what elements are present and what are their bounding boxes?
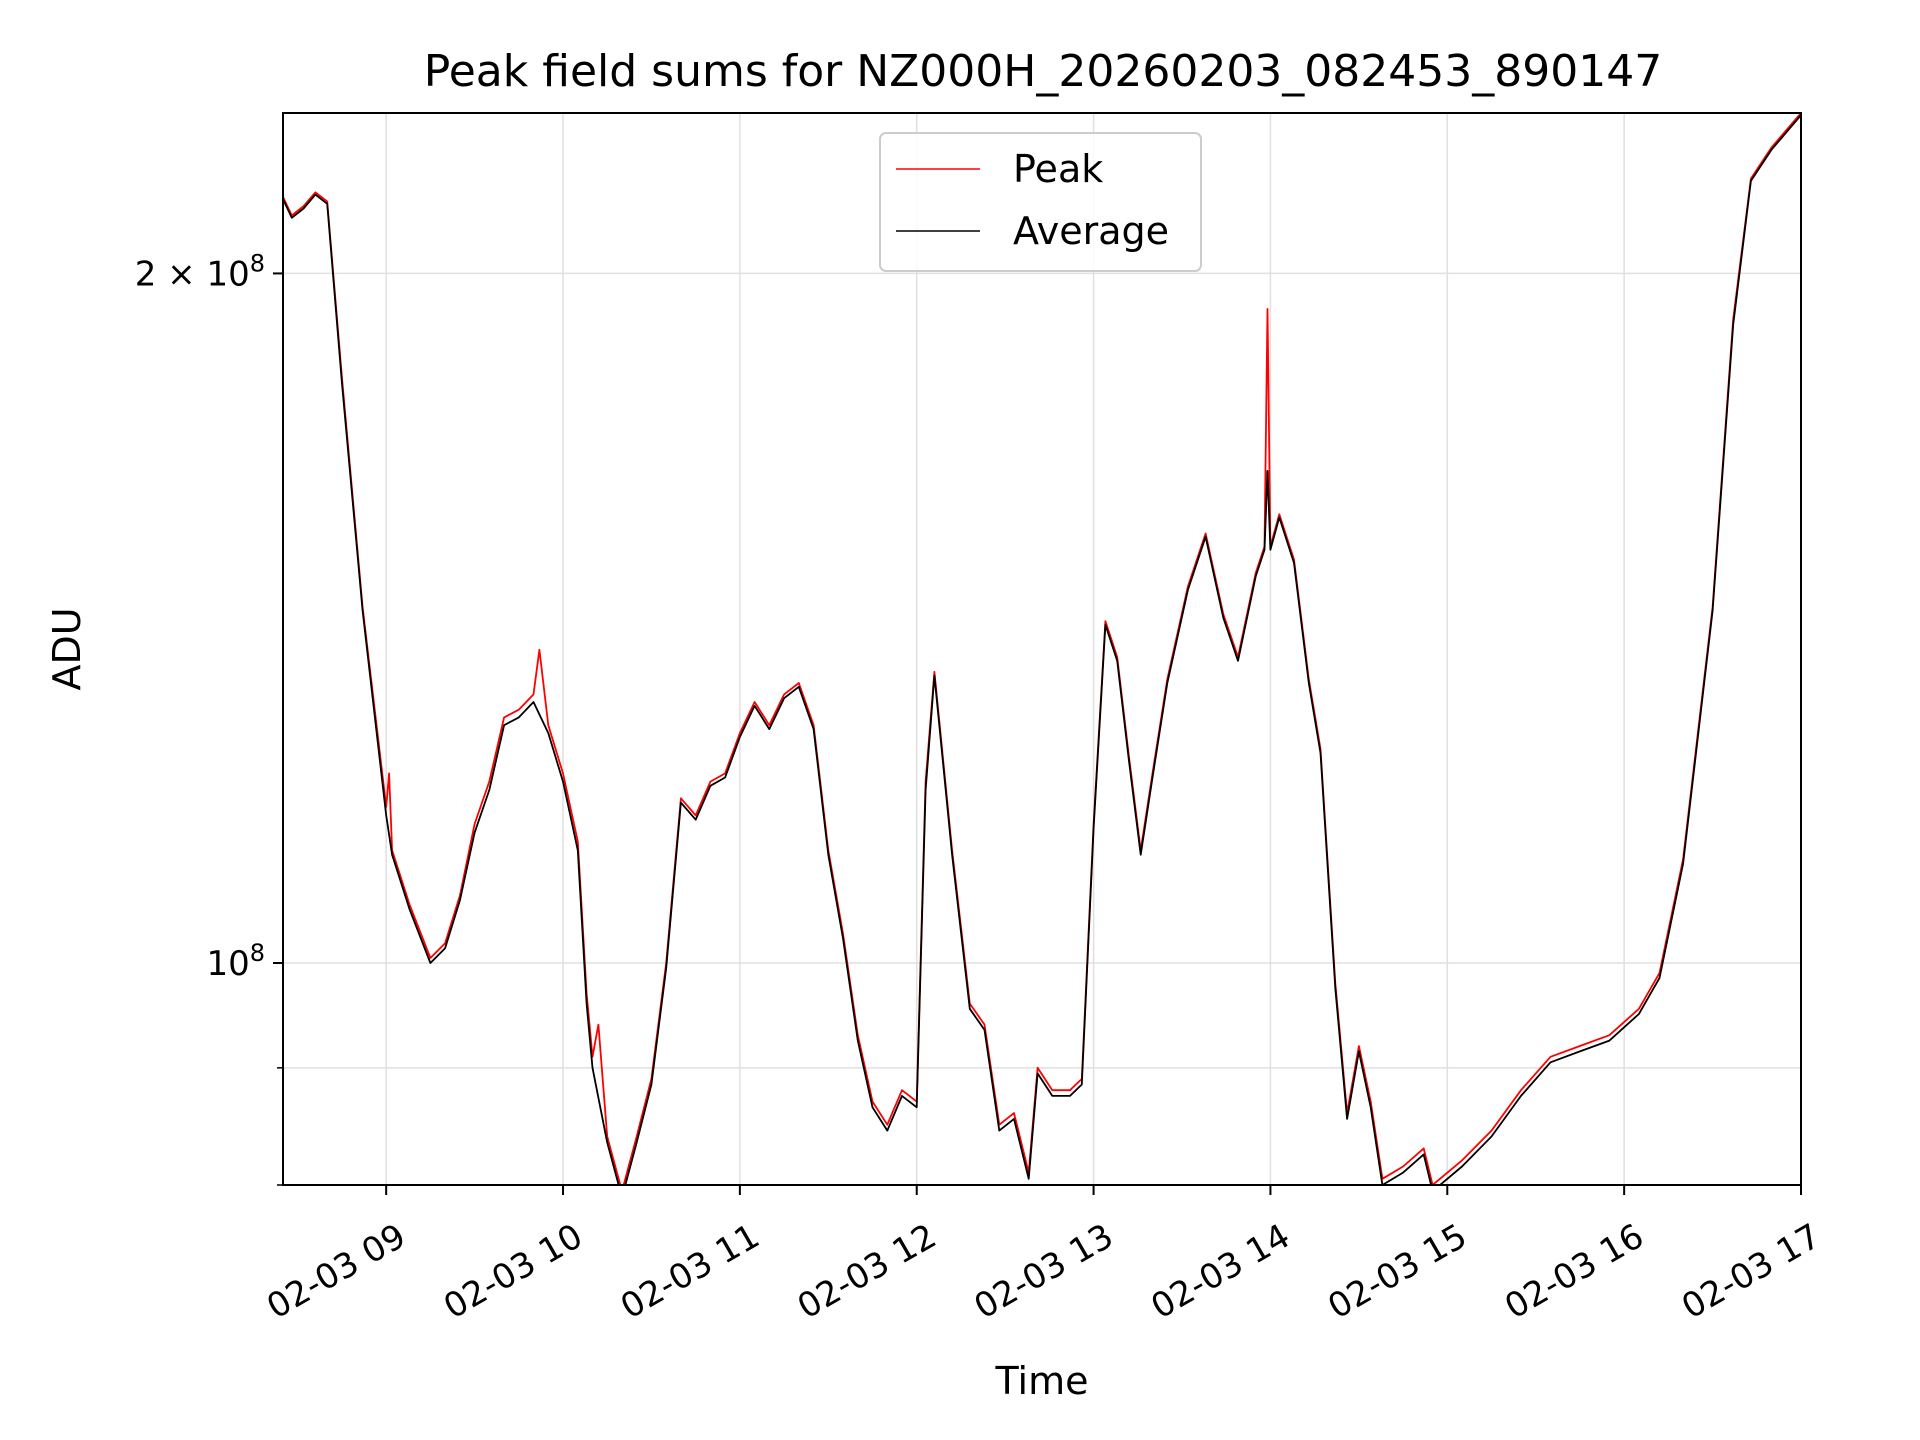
x-axis-label: Time <box>995 1359 1089 1403</box>
legend-label-average: Average <box>1013 209 1169 253</box>
plot-frame <box>282 112 1802 1186</box>
legend: Peak Average <box>879 132 1202 272</box>
y-tick-label: 108 <box>206 939 265 984</box>
plot-lines <box>283 113 1801 1185</box>
legend-box <box>879 132 1202 272</box>
legend-label-peak: Peak <box>1013 147 1103 191</box>
y-tick-label: 2 × 108 <box>135 249 265 294</box>
y-axis-label: ADU <box>45 607 89 690</box>
series-line-average <box>283 114 1801 1185</box>
y-axis-ticks: 108 2 × 108 <box>135 249 283 1186</box>
chart-title: Peak field sums for NZ000H_20260203_0824… <box>424 46 1662 97</box>
